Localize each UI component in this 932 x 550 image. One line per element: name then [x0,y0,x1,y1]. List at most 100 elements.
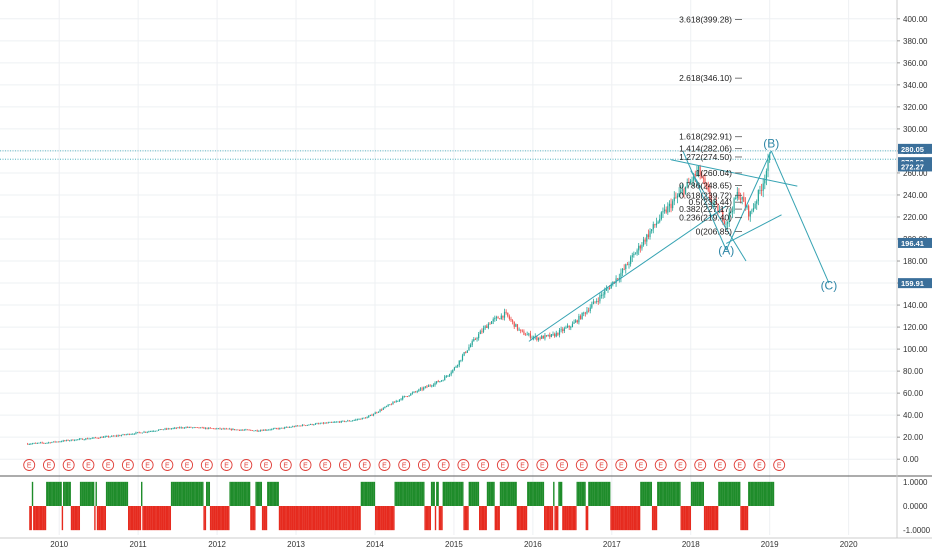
candle-body[interactable] [680,190,682,193]
candle-body[interactable] [96,437,98,439]
candle-body[interactable] [301,424,304,426]
candle-body[interactable] [536,336,538,340]
earnings-marker[interactable]: E [753,459,766,471]
candle-body[interactable] [676,195,679,198]
candle-body[interactable] [166,428,168,430]
candle-body[interactable] [681,189,683,191]
candle-body[interactable] [217,428,219,430]
earnings-marker[interactable]: E [635,459,647,471]
candle-body[interactable] [437,381,439,383]
candle-body[interactable] [214,428,216,430]
candle-body[interactable] [757,190,759,202]
candle-body[interactable] [673,197,675,202]
candle-body[interactable] [225,428,228,430]
candle-body[interactable] [730,211,732,213]
candle-body[interactable] [631,255,633,258]
candle-body[interactable] [248,429,250,431]
candle-body[interactable] [513,321,515,327]
candle-body[interactable] [710,199,713,203]
candle-body[interactable] [670,203,672,209]
candle-body[interactable] [663,209,666,212]
candle-body[interactable] [206,427,208,429]
candle-body[interactable] [112,435,114,437]
candle-body[interactable] [106,436,108,437]
candle-body[interactable] [230,428,232,430]
candle-body[interactable] [381,409,383,411]
candle-body[interactable] [308,424,310,426]
candle-body[interactable] [767,159,769,171]
earnings-marker[interactable]: E [181,459,194,471]
candle-body[interactable] [490,321,493,325]
candle-body[interactable] [618,277,620,279]
candle-body[interactable] [718,210,721,213]
candle-body[interactable] [497,317,499,319]
candle-body[interactable] [589,307,591,311]
candle-body[interactable] [756,201,758,204]
candle-body[interactable] [502,315,504,318]
candle-body[interactable] [78,438,80,440]
earnings-marker[interactable]: E [141,459,154,471]
candle-body[interactable] [319,423,321,425]
candle-body[interactable] [623,268,625,270]
candle-body[interactable] [327,422,329,424]
candle-body[interactable] [59,441,61,443]
candle-body[interactable] [282,427,284,429]
candle-body[interactable] [515,324,517,327]
candle-body[interactable] [602,294,604,296]
candle-body[interactable] [209,427,211,429]
candle-body[interactable] [550,334,553,337]
candle-body[interactable] [605,288,607,291]
candle-body[interactable] [385,406,388,407]
candle-body[interactable] [382,408,384,410]
candle-body[interactable] [764,179,766,184]
candle-body[interactable] [221,428,223,430]
candle-body[interactable] [33,442,35,444]
earnings-marker[interactable]: E [417,459,430,471]
candle-body[interactable] [292,426,294,428]
candle-body[interactable] [765,170,768,180]
candle-body[interactable] [701,175,703,178]
candle-body[interactable] [547,334,549,336]
candle-body[interactable] [98,438,100,439]
candle-body[interactable] [649,231,651,237]
candle-body[interactable] [537,337,540,340]
candle-body[interactable] [49,442,51,444]
earnings-marker[interactable]: E [121,459,134,471]
candle-body[interactable] [466,350,468,353]
candle-body[interactable] [578,315,580,323]
candle-body[interactable] [57,441,59,443]
candle-body[interactable] [348,420,350,422]
candle-body[interactable] [39,442,42,444]
candle-body[interactable] [372,414,375,416]
candle-body[interactable] [143,431,145,433]
candle-body[interactable] [83,439,85,441]
candle-body[interactable] [62,440,64,442]
candle-body[interactable] [689,180,692,183]
candle-body[interactable] [387,404,389,407]
candle-body[interactable] [379,409,381,412]
candle-body[interactable] [69,440,71,442]
candle-body[interactable] [107,436,110,437]
candle-body[interactable] [251,430,253,432]
candle-body[interactable] [364,417,367,419]
candle-body[interactable] [115,435,118,437]
candle-body[interactable] [607,288,609,289]
earnings-marker[interactable]: E [654,459,667,471]
candle-body[interactable] [667,206,669,213]
candle-body[interactable] [316,423,318,425]
earnings-marker[interactable]: E [595,459,608,471]
candle-body[interactable] [746,205,748,208]
candle-body[interactable] [376,412,378,414]
candle-body[interactable] [204,427,207,429]
candle-body[interactable] [510,318,512,321]
candle-body[interactable] [109,436,111,438]
candle-body[interactable] [471,341,473,345]
candle-body[interactable] [211,428,213,429]
candle-body[interactable] [570,327,572,328]
candle-body[interactable] [136,432,139,434]
candle-body[interactable] [699,166,701,176]
candle-body[interactable] [508,316,510,319]
candle-body[interactable] [576,320,578,323]
candle-body[interactable] [610,284,612,289]
